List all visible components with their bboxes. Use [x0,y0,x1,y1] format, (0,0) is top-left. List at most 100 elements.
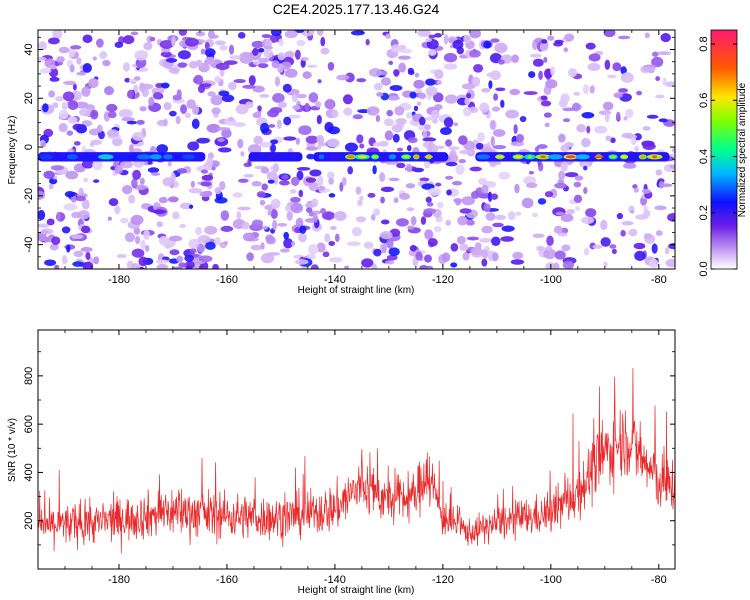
spectral-blob [457,215,468,226]
spectral-blob [318,185,326,191]
ridge-core [402,155,410,159]
spectral-blob [96,38,104,48]
spectral-blob [344,265,350,269]
spectral-blob [509,88,521,96]
x-tick-label: -180 [108,574,130,586]
spectral-blob [296,167,311,171]
spectral-blob [555,211,565,216]
spectral-blob [133,76,141,81]
spectral-blob [188,204,194,209]
spectral-blob [258,48,265,53]
spectral-blob [605,135,612,142]
ridge-core [347,155,355,159]
spectral-blob [305,207,313,213]
spectral-blob [563,47,568,53]
spectral-blob [346,241,361,246]
spectral-blob [651,243,658,254]
spectral-blob [242,84,256,89]
x-tick-label: -100 [540,574,562,586]
spectral-blob [657,51,671,56]
spectral-blob [553,225,563,234]
spectral-blob [90,109,99,120]
spectral-blob [273,174,279,185]
spectral-blob [492,252,499,262]
spectral-blob [283,136,297,141]
spectral-blob [256,191,266,198]
spectral-blob [92,56,97,61]
spectral-blob [237,206,251,211]
spectral-blob [554,250,566,260]
spectral-blob [372,165,377,175]
ridge-blob [149,154,162,160]
spectral-blob [604,59,611,70]
spectral-blob [407,225,415,230]
spectral-blob [389,85,403,91]
spectral-blob [38,209,46,221]
spectral-blob [440,127,452,135]
spectral-blob [193,74,204,85]
spectral-blob [620,66,627,75]
spectral-blob [227,81,237,91]
spectral-blob [562,260,575,269]
spectral-blob [200,169,208,174]
ridge-blob [476,154,491,160]
spectral-blob [328,177,334,185]
spectral-blob [384,130,394,141]
spectral-blob [512,251,524,260]
spectral-blob [207,91,216,97]
spectral-blob [81,199,90,210]
spectral-blob [393,69,400,77]
x-tick-label: -100 [540,274,562,286]
spectral-blob [564,142,574,148]
spectral-blob [365,38,370,46]
ridge-core [494,155,505,159]
spectral-blob [574,175,584,181]
spectral-blob [432,92,444,103]
spectral-blob [232,192,243,198]
spectral-blob [470,190,480,199]
spectral-blob [214,40,226,46]
colorbar-tick-label: 0.2 [698,205,710,220]
spectral-blob [78,187,84,198]
spectral-blob [367,192,376,198]
spectral-blob [314,101,322,108]
spectral-blob [600,237,611,247]
spectral-blob [422,137,437,142]
spectral-blob [644,32,650,39]
spectral-blob [62,91,75,102]
spectral-blob [184,112,191,119]
spectral-blob [526,182,538,189]
spectral-blob [543,56,548,63]
y-tick-label: 0 [23,144,35,150]
spectral-blob [560,161,568,172]
spectral-blob [260,122,270,134]
spectral-blob [544,191,554,198]
spectrogram-y-label: Frequency (Hz) [7,116,18,185]
spectral-blob [387,96,401,101]
spectral-blob [210,95,223,106]
spectral-blob [272,93,285,103]
spectral-blob [289,188,297,194]
spectral-blob [488,80,493,89]
spectral-blob [92,160,103,171]
spectral-blob [641,66,656,72]
spectral-blob [449,150,457,157]
spectral-blob [295,137,300,145]
spectral-blob [243,173,254,178]
spectral-blob [505,109,519,119]
spectral-blob [307,64,318,69]
spectral-blob [168,235,183,242]
spectral-blob [279,248,290,253]
spectral-blob [417,30,431,38]
spectral-blob [261,183,269,191]
spectral-blob [443,63,458,70]
spectral-blob [214,76,221,83]
spectral-blob [529,53,542,58]
spectral-blob [658,118,668,123]
spectral-blob [198,39,206,44]
spectral-blob [660,32,671,43]
spectral-blob [461,196,475,206]
spectral-blob [126,120,137,125]
ridge-core [594,155,604,159]
spectral-blob [382,243,387,254]
